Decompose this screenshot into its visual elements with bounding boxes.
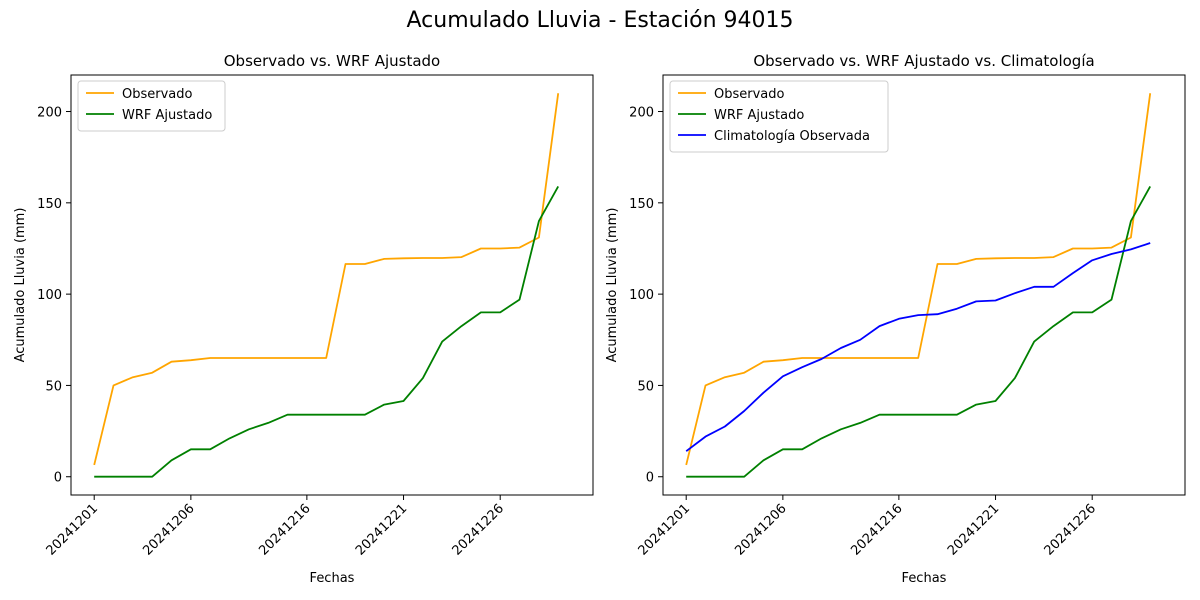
y-tick-label: 50 [637,379,654,394]
figure-title: Acumulado Lluvia - Estación 94015 [406,8,794,33]
chart-title: Observado vs. WRF Ajustado [224,52,440,70]
legend-label: Observado [122,87,193,102]
y-tick-label: 50 [45,379,62,394]
y-tick-label: 0 [54,471,62,486]
chart-panel-1: 0 50 100 150 200 20241201 20241206 20241216 2024… [13,52,594,586]
legend-label: Observado [714,87,785,102]
series-line-wrf-ajustado [94,185,559,478]
legend: Observado WRF Ajustado Climatología Observ… [669,80,889,153]
x-axis-label: Fechas [902,571,947,586]
x-tick-label: 20241216 [256,501,313,558]
y-tick-label: 100 [37,288,62,303]
legend-box [77,80,226,132]
x-tick-label: 20241201 [44,501,101,558]
legend-label: Climatología Observada [714,129,870,144]
y-tick-label: 0 [646,471,654,486]
y-tick-label: 150 [629,197,654,212]
legend-label: WRF Ajustado [122,108,212,123]
legend: Observado WRF Ajustado [77,80,226,132]
y-tick-label: 150 [37,197,62,212]
y-tick-label: 200 [37,106,62,121]
x-tick-label: 20241216 [848,501,905,558]
x-tick-label: 20241221 [945,501,1002,558]
chart-title: Observado vs. WRF Ajustado vs. Climatolo… [753,52,1094,70]
x-tick-label: 20241206 [140,501,197,558]
series-line-observado [93,93,560,466]
y-axis-label: Acumulado Lluvia (mm) [605,208,620,363]
legend-box [669,80,889,153]
axes-frame [70,74,594,496]
series-line-wrf-ajustado [686,185,1151,478]
x-tick-label: 20241226 [450,501,507,558]
series-line-observado [685,93,1152,466]
chart-panel-2: 0 50 100 150 200 20241201 20241206 20241216 2024… [605,52,1186,586]
x-axis-label: Fechas [310,571,355,586]
y-tick-label: 200 [629,106,654,121]
axes-frame [662,74,1186,496]
y-axis-label: Acumulado Lluvia (mm) [13,208,28,363]
x-tick-label: 20241206 [732,501,789,558]
x-tick-label: 20241226 [1042,501,1099,558]
y-tick-label: 100 [629,288,654,303]
x-tick-label: 20241201 [636,501,693,558]
series-line-climatolog-a-observada [685,242,1151,452]
legend-label: WRF Ajustado [714,108,804,123]
x-tick-label: 20241221 [353,501,410,558]
